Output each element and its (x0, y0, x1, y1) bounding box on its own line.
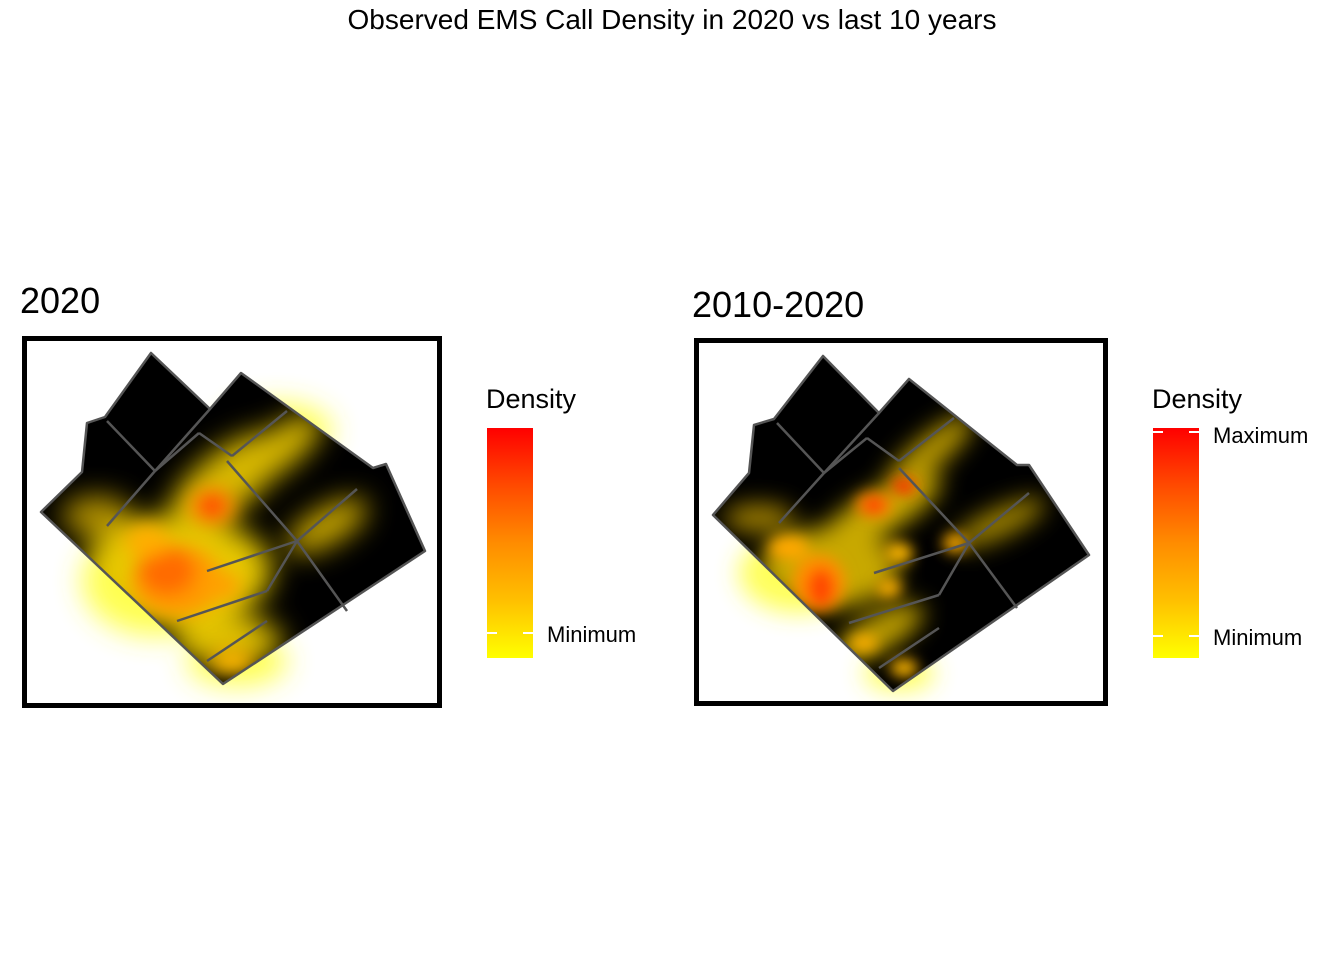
legend-tick-max-2010-2020 (1153, 431, 1163, 433)
density-heat-2020 (62, 413, 367, 673)
legend-tick-min-2020-right (523, 632, 533, 634)
density-heat-2010-2020 (724, 415, 1045, 677)
legend-colorbar-2010-2020 (1153, 428, 1199, 658)
legend-max-label-2010-2020: Maximum (1213, 423, 1309, 448)
legend-tick-max-2010-2020-right (1189, 431, 1199, 433)
map-2010-2020 (694, 338, 1108, 706)
legend-title-2020: Density (486, 384, 577, 414)
district-boundaries-2020 (39, 351, 427, 686)
district-boundaries-2010-2020 (711, 354, 1091, 693)
figure-title: Observed EMS Call Density in 2020 vs las… (347, 4, 997, 35)
legend-title-2010-2020: Density (1152, 384, 1243, 414)
legend-tick-min-2010-2020 (1153, 635, 1163, 637)
panel-title-2020: 2020 (20, 280, 101, 321)
density-map-2020 (39, 351, 427, 686)
legend-min-label-2010-2020: Minimum (1213, 625, 1303, 650)
legend-tick-min-2010-2020-right (1189, 635, 1199, 637)
density-map-2010-2020 (711, 354, 1091, 693)
legend-tick-min-2020 (487, 632, 497, 634)
legend-colorbar-2020 (487, 428, 533, 658)
panel-title-2010-2020: 2010-2020 (692, 284, 865, 325)
map-2020 (22, 336, 442, 708)
legend-min-label-2020: Minimum (547, 622, 637, 647)
